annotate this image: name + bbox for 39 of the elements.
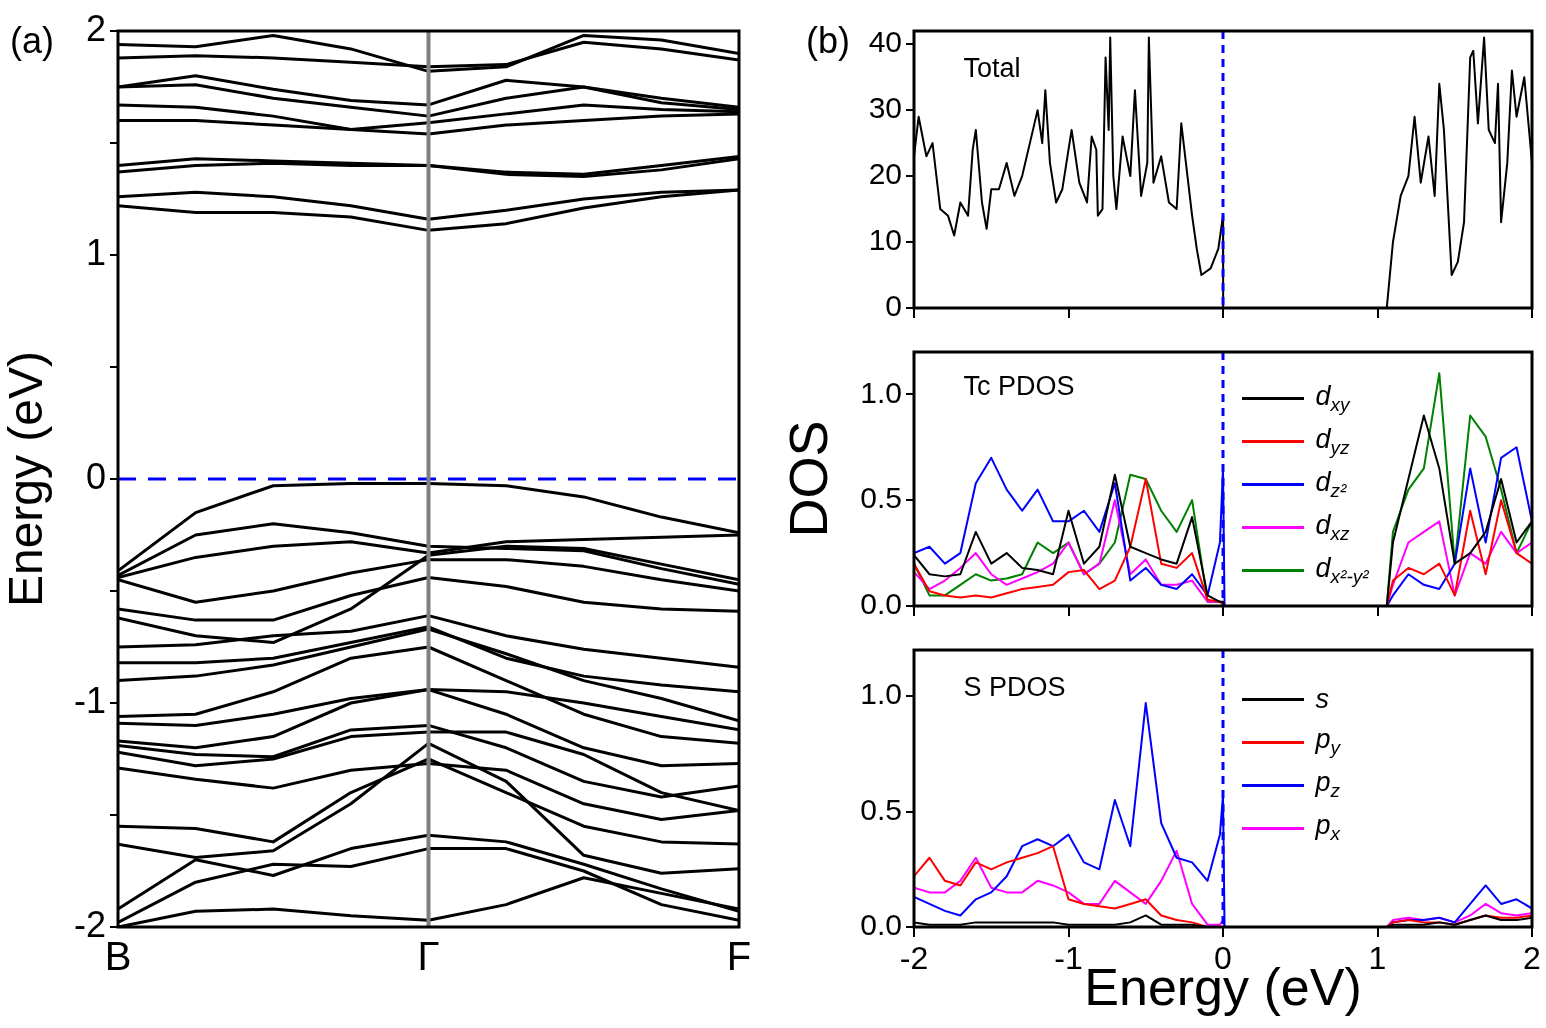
text: S PDOS bbox=[963, 672, 1066, 703]
x-tick-label: 2 bbox=[1523, 940, 1541, 977]
text: (a) bbox=[10, 20, 54, 61]
y-tick-label: 30 bbox=[868, 91, 902, 125]
text: (b) bbox=[806, 20, 850, 61]
legend-label: s bbox=[1315, 683, 1330, 715]
text: Total bbox=[963, 53, 1021, 84]
legend-label: d$_{yz}$ bbox=[1315, 424, 1350, 460]
legend-label: d$_{xz}$ bbox=[1315, 510, 1350, 546]
x-tick-label: F bbox=[726, 934, 752, 979]
x-tick-label: -2 bbox=[899, 940, 929, 977]
y-tick-label: 0 bbox=[885, 289, 902, 323]
y-axis-title: DOS bbox=[778, 420, 839, 538]
legend-label: d$_{z²}$ bbox=[1315, 467, 1347, 503]
y-axis-title: Energy (eV) bbox=[0, 350, 53, 608]
y-tick-label: 20 bbox=[868, 157, 902, 191]
legend-label: d$_{xy}$ bbox=[1315, 381, 1350, 417]
y-tick-label: 0 bbox=[85, 455, 106, 497]
y-tick-label: -1 bbox=[73, 679, 106, 721]
y-tick-label: 0.5 bbox=[860, 792, 902, 826]
y-tick-label: 0.5 bbox=[860, 481, 902, 515]
y-tick-label: 0.0 bbox=[860, 587, 902, 621]
legend-label: p$_{x}$ bbox=[1315, 810, 1341, 846]
x-tick-label: B bbox=[104, 934, 132, 979]
y-tick-label: 1 bbox=[85, 231, 106, 273]
y-tick-label: -2 bbox=[73, 903, 106, 945]
y-tick-label: 0.0 bbox=[860, 908, 902, 942]
y-tick-label: 10 bbox=[868, 223, 902, 257]
x-tick-label: -1 bbox=[1054, 940, 1083, 977]
text: Tc PDOS bbox=[963, 371, 1075, 402]
x-tick-label: Γ bbox=[417, 934, 440, 979]
y-tick-label: 1.0 bbox=[860, 677, 902, 711]
legend-label: d$_{x²-y²}$ bbox=[1315, 553, 1369, 589]
legend-label: p$_{y}$ bbox=[1315, 724, 1341, 760]
x-tick-label: 1 bbox=[1368, 940, 1387, 977]
y-tick-label: 40 bbox=[868, 25, 902, 59]
y-tick-label: 1.0 bbox=[860, 375, 902, 409]
legend-label: p$_{z}$ bbox=[1315, 767, 1341, 803]
y-tick-label: 2 bbox=[85, 7, 106, 49]
